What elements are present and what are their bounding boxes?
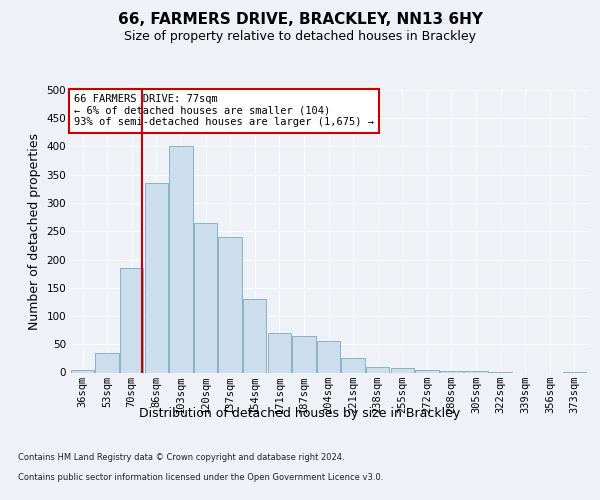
Text: Contains HM Land Registry data © Crown copyright and database right 2024.: Contains HM Land Registry data © Crown c…	[18, 452, 344, 462]
Bar	[440, 371, 463, 372]
Bar	[95, 352, 119, 372]
Bar	[243, 299, 266, 372]
Text: Distribution of detached houses by size in Brackley: Distribution of detached houses by size …	[139, 408, 461, 420]
Bar	[464, 371, 488, 372]
Bar	[317, 342, 340, 372]
Bar	[268, 333, 291, 372]
Bar	[120, 268, 143, 372]
Bar	[145, 183, 168, 372]
Bar	[341, 358, 365, 372]
Bar	[169, 146, 193, 372]
Bar	[71, 370, 94, 372]
Bar	[218, 237, 242, 372]
Bar	[391, 368, 414, 372]
Text: 66 FARMERS DRIVE: 77sqm
← 6% of detached houses are smaller (104)
93% of semi-de: 66 FARMERS DRIVE: 77sqm ← 6% of detached…	[74, 94, 374, 128]
Bar	[366, 367, 389, 372]
Bar	[194, 223, 217, 372]
Text: Contains public sector information licensed under the Open Government Licence v3: Contains public sector information licen…	[18, 472, 383, 482]
Y-axis label: Number of detached properties: Number of detached properties	[28, 132, 41, 330]
Bar	[415, 370, 439, 372]
Text: Size of property relative to detached houses in Brackley: Size of property relative to detached ho…	[124, 30, 476, 43]
Bar	[292, 336, 316, 372]
Text: 66, FARMERS DRIVE, BRACKLEY, NN13 6HY: 66, FARMERS DRIVE, BRACKLEY, NN13 6HY	[118, 12, 482, 28]
